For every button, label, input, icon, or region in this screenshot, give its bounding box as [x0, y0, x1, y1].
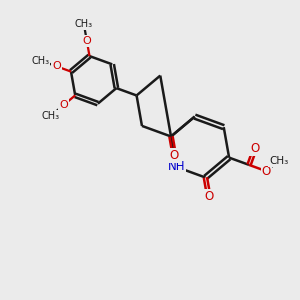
Text: O: O [250, 142, 260, 155]
Text: CH₃: CH₃ [32, 56, 50, 65]
Text: CH₃: CH₃ [75, 19, 93, 29]
Text: CH₃: CH₃ [41, 111, 59, 121]
Text: O: O [262, 165, 271, 178]
Text: O: O [170, 149, 179, 162]
Text: NH: NH [168, 160, 185, 173]
Text: O: O [82, 36, 91, 46]
Text: CH₃: CH₃ [269, 156, 288, 166]
Text: O: O [204, 190, 213, 203]
Text: O: O [59, 100, 68, 110]
Text: O: O [52, 61, 61, 71]
